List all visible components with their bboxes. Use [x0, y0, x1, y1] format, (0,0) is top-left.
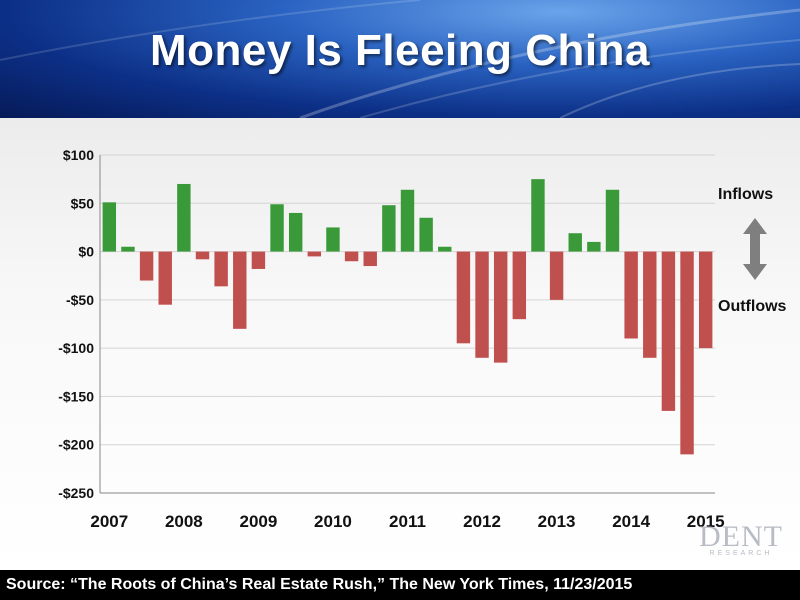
header-decoration: [0, 0, 800, 118]
y-tick-label: -$100: [58, 340, 94, 356]
bar: [400, 189, 415, 252]
inflows-label: Inflows: [718, 186, 774, 203]
bar: [177, 183, 191, 252]
x-tick-label: 2015: [687, 512, 725, 531]
bar: [624, 251, 638, 339]
bar: [493, 251, 508, 363]
x-tick-label: 2008: [165, 512, 203, 531]
page-title: Money Is Fleeing China: [150, 26, 650, 75]
source-footer: Source: “The Roots of China’s Real Estat…: [0, 570, 800, 600]
bar: [102, 202, 117, 252]
bar: [661, 251, 676, 411]
bar: [680, 251, 694, 455]
bar: [270, 204, 284, 252]
header-banner: Money Is Fleeing China: [0, 0, 800, 118]
bar: [605, 189, 620, 252]
outflows-label: Outflows: [718, 298, 787, 315]
x-tick-label: 2010: [314, 512, 352, 531]
y-tick-label: $100: [63, 147, 94, 163]
bar: [549, 251, 564, 300]
y-tick-label: -$150: [58, 388, 94, 404]
bar: [419, 217, 433, 252]
bar: [438, 246, 452, 252]
bar: [568, 233, 582, 252]
bar: [698, 251, 713, 349]
y-tick-label: $50: [71, 195, 95, 211]
bar: [326, 227, 340, 252]
bar: [158, 251, 172, 305]
flow-arrow: [743, 218, 767, 280]
bar-chart: $100 $50 $0 -$50 -$100 -$150 -$200 -$250 2007 200…: [58, 147, 767, 531]
bar: [475, 251, 489, 358]
logo-text: DENT: [699, 520, 783, 553]
y-tick-label: -$250: [58, 485, 94, 501]
x-tick-label: 2014: [612, 512, 650, 531]
bar: [139, 251, 154, 281]
logo-subtext: RESEARCH: [709, 550, 773, 557]
bar: [382, 205, 396, 252]
y-tick-label: -$50: [66, 292, 94, 308]
y-tick-label: $0: [78, 244, 94, 260]
bar: [214, 251, 228, 287]
dent-logo: DENT RESEARCH: [686, 520, 796, 558]
bar: [121, 246, 135, 252]
x-tick-label: 2009: [239, 512, 277, 531]
bar: [456, 251, 471, 344]
bar: [195, 251, 210, 260]
bar: [233, 251, 247, 329]
bar: [251, 251, 266, 269]
x-tick-label: 2011: [389, 512, 426, 531]
bar: [643, 251, 657, 358]
bar: [307, 251, 322, 257]
bar: [531, 179, 545, 252]
bar: [363, 251, 377, 267]
x-tick-label: 2012: [463, 512, 501, 531]
bar: [587, 241, 601, 252]
bar: [512, 251, 527, 320]
bar: [288, 212, 303, 252]
chart-panel: $100 $50 $0 -$50 -$100 -$150 -$200 -$250 2007 200…: [0, 118, 800, 570]
y-tick-label: -$200: [58, 437, 94, 453]
bar: [344, 251, 359, 262]
x-tick-label: 2013: [538, 512, 576, 531]
x-tick-label: 2007: [90, 512, 128, 531]
